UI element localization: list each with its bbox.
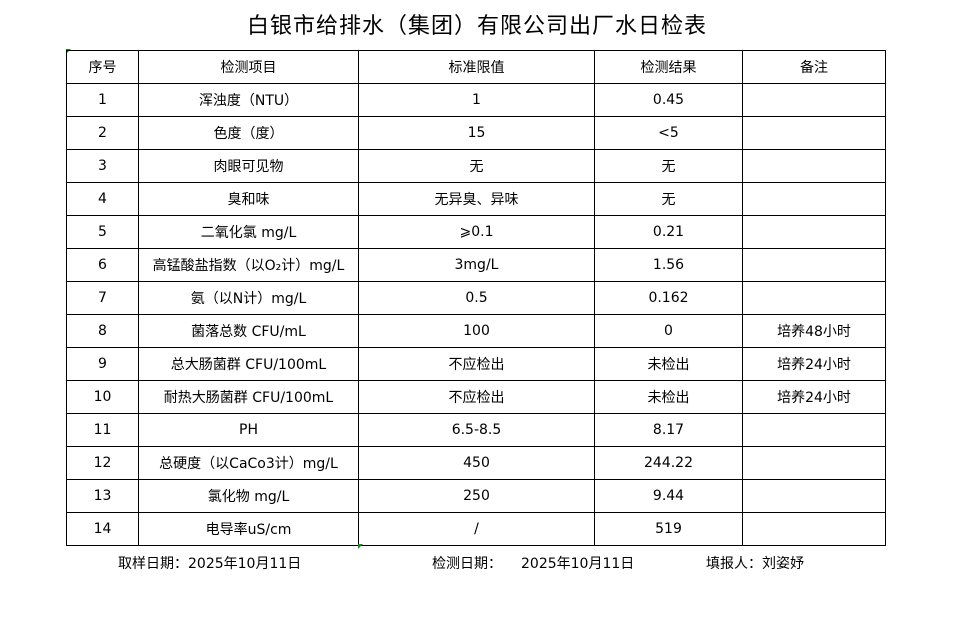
inspection-table: 序号 检测项目 标准限值 检测结果 备注 1 浑浊度（NTU） 1 0.45 2 色度（度… <box>66 50 886 546</box>
table-row: 9 总大肠菌群 CFU/100mL 不应检出 未检出 培养24小时 <box>66 347 886 381</box>
remark <box>742 182 886 216</box>
test-item: 菌落总数 CFU/mL <box>138 314 359 348</box>
header-cell: 检测项目 <box>138 50 359 84</box>
standard-limit: 不应检出 <box>358 380 595 414</box>
table-row: 12 总硬度（以CaCo3计）mg/L 450 244.22 <box>66 446 886 480</box>
test-result: 9.44 <box>594 479 743 513</box>
table-header-row: 序号 检测项目 标准限值 检测结果 备注 <box>66 50 886 84</box>
test-result: 0.45 <box>594 83 743 117</box>
remark: 培养24小时 <box>742 380 886 414</box>
test-result: 0.162 <box>594 281 743 315</box>
row-number: 3 <box>66 149 139 183</box>
test-item: 总硬度（以CaCo3计）mg/L <box>138 446 359 480</box>
standard-limit: 1 <box>358 83 595 117</box>
remark: 培养48小时 <box>742 314 886 348</box>
table-row: 10 耐热大肠菌群 CFU/100mL 不应检出 未检出 培养24小时 <box>66 380 886 414</box>
header-cell: 备注 <box>742 50 886 84</box>
remark <box>742 83 886 117</box>
standard-limit: 450 <box>358 446 595 480</box>
test-item: 浑浊度（NTU） <box>138 83 359 117</box>
standard-limit: 无异臭、异味 <box>358 182 595 216</box>
standard-limit: 不应检出 <box>358 347 595 381</box>
header-cell: 检测结果 <box>594 50 743 84</box>
row-number: 12 <box>66 446 139 480</box>
standard-limit: 3mg/L <box>358 248 595 282</box>
row-number: 9 <box>66 347 139 381</box>
table-row: 8 菌落总数 CFU/mL 100 0 培养48小时 <box>66 314 886 348</box>
test-item: 二氧化氯 mg/L <box>138 215 359 249</box>
test-result: 8.17 <box>594 413 743 447</box>
standard-limit: 15 <box>358 116 595 150</box>
test-result: <5 <box>594 116 743 150</box>
test-item: 总大肠菌群 CFU/100mL <box>138 347 359 381</box>
table-row: 5 二氧化氯 mg/L ⩾0.1 0.21 <box>66 215 886 249</box>
remark <box>742 248 886 282</box>
test-result: 0 <box>594 314 743 348</box>
table-row: 3 肉眼可见物无无 <box>66 149 886 183</box>
test-item: 耐热大肠菌群 CFU/100mL <box>138 380 359 414</box>
standard-limit: 250 <box>358 479 595 513</box>
test-item: 色度（度） <box>138 116 359 150</box>
test-item: 电导率uS/cm <box>138 512 359 546</box>
standard-limit: / <box>358 512 595 546</box>
remark <box>742 149 886 183</box>
table-row: 1 浑浊度（NTU） 1 0.45 <box>66 83 886 117</box>
row-number: 14 <box>66 512 139 546</box>
header-cell: 序号 <box>66 50 139 84</box>
standard-limit: 0.5 <box>358 281 595 315</box>
test-result: 0.21 <box>594 215 743 249</box>
row-number: 7 <box>66 281 139 315</box>
row-number: 10 <box>66 380 139 414</box>
standard-limit: ⩾0.1 <box>358 215 595 249</box>
remark <box>742 446 886 480</box>
table-row: 11 PH 6.5-8.5 8.17 <box>66 413 886 447</box>
page-title: 白银市给排水（集团）有限公司出厂水日检表 <box>246 14 707 39</box>
row-number: 11 <box>66 413 139 447</box>
row-number: 4 <box>66 182 139 216</box>
test-item: 肉眼可见物 <box>138 149 359 183</box>
remark <box>742 215 886 249</box>
test-item: 氯化物 mg/L <box>138 479 359 513</box>
row-number: 8 <box>66 314 139 348</box>
row-number: 5 <box>66 215 139 249</box>
test-date-label: 检测日期： <box>432 556 502 572</box>
test-item: PH <box>138 413 359 447</box>
reporter: 填报人：刘姿妤 <box>706 556 804 572</box>
standard-limit: 无 <box>358 149 595 183</box>
sample-date: 取样日期：2025年10月11日 <box>118 556 302 572</box>
test-result: 519 <box>594 512 743 546</box>
row-number: 1 <box>66 83 139 117</box>
table-row: 7 氨（以N计）mg/L 0.5 0.162 <box>66 281 886 315</box>
table-row: 14 电导率uS/cm/519 <box>66 512 886 546</box>
header-cell: 标准限值 <box>358 50 595 84</box>
cell-comment-marker <box>358 544 363 549</box>
test-item: 氨（以N计）mg/L <box>138 281 359 315</box>
test-item: 高锰酸盐指数（以O₂计）mg/L <box>138 248 359 282</box>
table-row: 2 色度（度） 15 <5 <box>66 116 886 150</box>
test-item: 臭和味 <box>138 182 359 216</box>
remark <box>742 281 886 315</box>
standard-limit: 100 <box>358 314 595 348</box>
test-date: 2025年10月11日 <box>521 556 635 572</box>
test-result: 未检出 <box>594 380 743 414</box>
remark: 培养24小时 <box>742 347 886 381</box>
test-result: 1.56 <box>594 248 743 282</box>
table-row: 4 臭和味 无异臭、异味无 <box>66 182 886 216</box>
row-number: 13 <box>66 479 139 513</box>
remark <box>742 413 886 447</box>
remark <box>742 116 886 150</box>
row-number: 2 <box>66 116 139 150</box>
remark <box>742 512 886 546</box>
test-result: 未检出 <box>594 347 743 381</box>
standard-limit: 6.5-8.5 <box>358 413 595 447</box>
test-result: 无 <box>594 182 743 216</box>
test-result: 244.22 <box>594 446 743 480</box>
test-result: 无 <box>594 149 743 183</box>
table-row: 13 氯化物 mg/L 250 9.44 <box>66 479 886 513</box>
remark <box>742 479 886 513</box>
table-row: 6 高锰酸盐指数（以O₂计）mg/L 3mg/L 1.56 <box>66 248 886 282</box>
row-number: 6 <box>66 248 139 282</box>
